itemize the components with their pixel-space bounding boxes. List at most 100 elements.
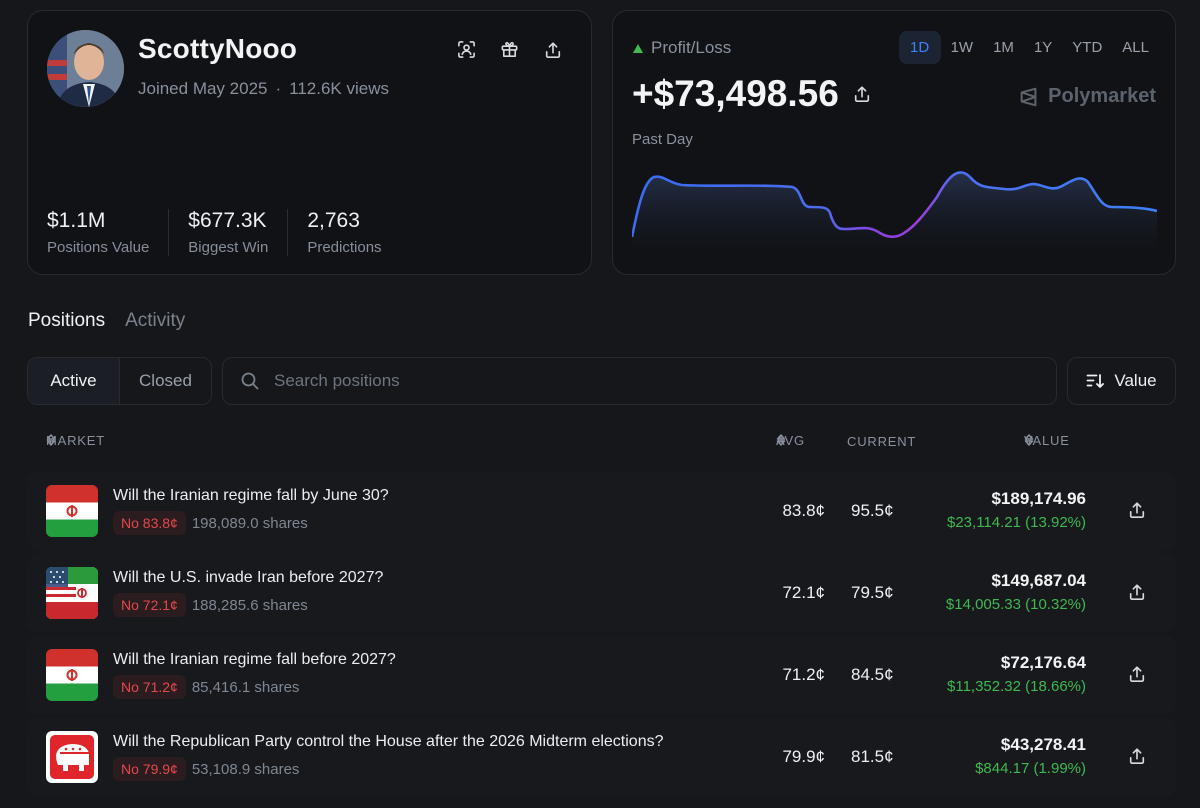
brand-name: Polymarket — [1048, 85, 1156, 107]
share-icon[interactable] — [853, 85, 871, 103]
filter-closed-button[interactable]: Closed — [139, 371, 192, 390]
iran-flag-icon — [46, 649, 98, 701]
header-avg-label: AVG — [776, 432, 805, 448]
sort-button[interactable]: Value — [1067, 357, 1176, 405]
table-row[interactable]: Will the Iranian regime fall by June 30?… — [27, 471, 1176, 551]
period-label: Past Day — [632, 131, 693, 148]
pnl-amount: +$73,498.56 — [632, 73, 839, 114]
republican-logo-icon — [46, 731, 98, 783]
market-title[interactable]: Will the Iranian regime fall before 2027… — [113, 651, 396, 668]
header-market-label: MARKET — [46, 432, 105, 448]
stat-label: Positions Value — [47, 239, 150, 256]
current-price: 81.5¢ — [851, 747, 894, 766]
value-amount: $72,176.64 — [1000, 653, 1086, 672]
stat-biggest-win: $677.3K Biggest Win — [188, 209, 289, 256]
chart-area — [632, 172, 1157, 257]
profile-card: ScottyNooo Joined May 2025 · 112.6K views … — [27, 10, 592, 275]
avg-price: 71.2¢ — [782, 665, 825, 684]
shares-count: 53,108.9 shares — [191, 760, 300, 778]
tab-positions[interactable]: Positions — [28, 310, 106, 331]
avg-price: 79.9¢ — [782, 747, 825, 766]
share-icon[interactable] — [1128, 583, 1146, 601]
table-row[interactable]: Will the Iranian regime fall before 2027… — [27, 635, 1176, 715]
position-meta: No 72.1¢ 188,285.6 shares — [113, 593, 308, 617]
range-all[interactable]: ALL — [1122, 39, 1149, 56]
polymarket-brand: Polymarket — [1018, 85, 1156, 108]
profile-actions — [456, 39, 563, 60]
joined-date: Joined May 2025 — [138, 79, 268, 98]
stat-value: $677.3K — [188, 209, 267, 232]
view-count: 112.6K views — [289, 79, 390, 98]
position-value: $189,174.96 $23,114.21 (13.92%) — [947, 489, 1086, 531]
filter-active-button[interactable]: Active — [28, 358, 120, 404]
share-icon[interactable] — [1128, 665, 1146, 683]
range-1y[interactable]: 1Y — [1033, 39, 1053, 56]
range-ytd[interactable]: YTD — [1072, 39, 1103, 56]
search-bar — [222, 357, 1057, 405]
value-amount: $189,174.96 — [991, 489, 1086, 508]
profile-meta: Joined May 2025 · 112.6K views — [138, 79, 389, 99]
sort-updown-icon — [1024, 434, 1034, 446]
side-badge: No 72.1¢ — [113, 593, 186, 617]
market-title[interactable]: Will the Republican Party control the Ho… — [113, 733, 664, 750]
meta-separator: · — [275, 79, 282, 98]
side-badge: No 83.8¢ — [113, 511, 186, 535]
search-icon — [241, 372, 259, 390]
position-value: $43,278.41 $844.17 (1.99%) — [975, 735, 1086, 777]
current-price: 79.5¢ — [851, 583, 894, 602]
avg-price: 83.8¢ — [782, 501, 825, 520]
position-meta: No 71.2¢ 85,416.1 shares — [113, 675, 299, 699]
header-avg[interactable]: AVG — [776, 433, 804, 448]
stat-predictions: 2,763 Predictions — [307, 209, 400, 256]
tab-activity[interactable]: Activity — [125, 310, 186, 331]
range-1d[interactable]: 1D — [898, 31, 941, 64]
sort-icon — [1086, 374, 1105, 388]
side-badge: No 79.9¢ — [113, 757, 186, 781]
stat-value: $1.1M — [47, 209, 106, 232]
face-scan-icon[interactable] — [456, 39, 477, 60]
us-iran-flag-icon — [46, 567, 98, 619]
chart-line — [632, 171, 1157, 239]
header-current: CURRENT — [847, 434, 917, 449]
iran-flag-icon — [46, 485, 98, 537]
value-pnl: $23,114.21 (13.92%) — [947, 514, 1086, 531]
avg-price: 72.1¢ — [782, 583, 825, 602]
range-1m[interactable]: 1M — [993, 39, 1014, 56]
up-triangle-icon — [633, 43, 643, 53]
share-icon[interactable] — [542, 39, 563, 60]
stat-value: 2,763 — [307, 209, 360, 232]
market-title[interactable]: Will the Iranian regime fall by June 30? — [113, 487, 389, 504]
sort-updown-icon — [46, 434, 56, 446]
value-pnl: $14,005.33 (10.32%) — [945, 596, 1086, 613]
position-value: $72,176.64 $11,352.32 (18.66%) — [947, 653, 1086, 695]
header-market[interactable]: MARKET — [46, 433, 104, 448]
header-value-label: VALUE — [1024, 432, 1070, 448]
pnl-value: +$73,498.56 — [632, 73, 871, 115]
main-tabs: Positions Activity — [28, 310, 185, 332]
table-row[interactable]: Will the Republican Party control the Ho… — [27, 717, 1176, 797]
shares-count: 188,285.6 shares — [191, 596, 308, 614]
sort-updown-icon — [776, 434, 786, 446]
shares-count: 85,416.1 shares — [191, 678, 300, 696]
username: ScottyNooo — [138, 33, 298, 64]
range-1w[interactable]: 1W — [950, 39, 974, 56]
search-input[interactable] — [274, 371, 974, 391]
share-icon[interactable] — [1128, 747, 1146, 765]
sort-label: Value — [1114, 371, 1157, 390]
stat-label: Biggest Win — [188, 239, 269, 256]
table-row[interactable]: Will the U.S. invade Iran before 2027? N… — [27, 553, 1176, 633]
pnl-label: Profit/Loss — [633, 38, 731, 58]
pnl-chart — [632, 171, 1157, 257]
gift-icon[interactable] — [499, 39, 520, 60]
position-meta: No 79.9¢ 53,108.9 shares — [113, 757, 299, 781]
side-badge: No 71.2¢ — [113, 675, 186, 699]
stat-positions-value: $1.1M Positions Value — [47, 209, 170, 256]
header-value[interactable]: VALUE — [1024, 433, 1069, 448]
market-title[interactable]: Will the U.S. invade Iran before 2027? — [113, 569, 384, 586]
value-amount: $43,278.41 — [1000, 735, 1086, 754]
table-header: MARKET AVG CURRENT VALUE — [0, 433, 1200, 450]
value-amount: $149,687.04 — [991, 571, 1086, 590]
time-range-selector: 1D 1W 1M 1Y YTD ALL — [898, 31, 1159, 64]
share-icon[interactable] — [1128, 501, 1146, 519]
status-filter: Active Closed — [27, 357, 212, 405]
